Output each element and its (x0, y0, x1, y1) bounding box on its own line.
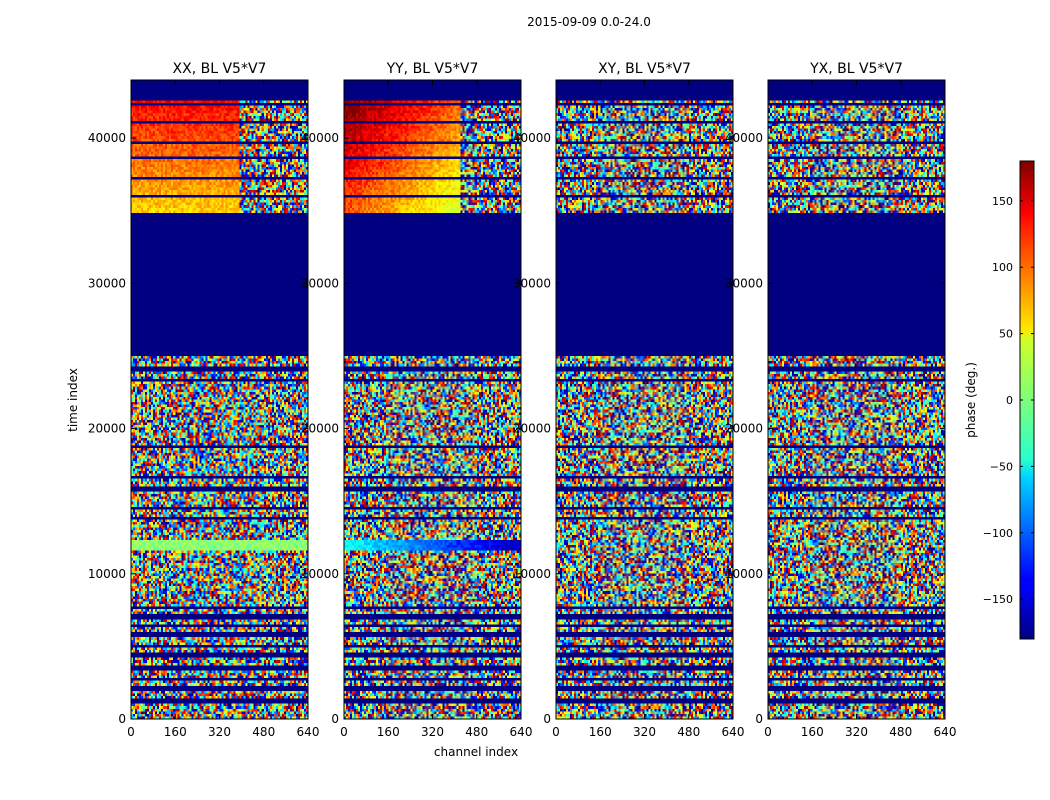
panel-1-title: XX, BL V5*V7 (173, 61, 267, 77)
panel-1: XX, BL V5*V7 0 160 320 480 640 0 10000 20000 3000… (88, 61, 320, 739)
panel-3-x-tick-label: 0 (552, 725, 560, 739)
colorbar-tick-label: 50 (999, 328, 1013, 341)
colorbar-tick-label: −150 (983, 593, 1013, 606)
panel-2: YY, BL V5*V7 0 160 320 480 640 0 10000 20000 3000… (301, 61, 533, 739)
colorbar-tick-label: −100 (983, 527, 1013, 540)
panel-4-y-tick-label: 10000 (725, 567, 763, 581)
panel-3-heatmap (556, 80, 733, 719)
panel-2-y-tick-label: 40000 (301, 131, 339, 145)
panel-2-y-tick-label: 10000 (301, 567, 339, 581)
panel-1-y-tick-label: 30000 (88, 276, 126, 290)
panel-1-x-tick-label: 640 (297, 725, 320, 739)
panel-1-x-tick-label: 160 (164, 725, 187, 739)
panel-1-heatmap (131, 80, 308, 719)
panel-4-x-tick-label: 0 (764, 725, 772, 739)
panel-4: YX, BL V5*V7 0 160 320 480 640 0 10000 20000 3000… (725, 61, 957, 739)
panel-1-y-tick-label: 10000 (88, 567, 126, 581)
panel-2-y-tick-label: 20000 (301, 422, 339, 436)
panel-3-x-tick-label: 640 (722, 725, 745, 739)
panel-3-y-tick-label: 0 (543, 712, 551, 726)
panel-4-x-tick-label: 480 (889, 725, 912, 739)
panel-4-x-tick-label: 160 (801, 725, 824, 739)
panel-4-y-tick-label: 40000 (725, 131, 763, 145)
panel-1-x-tick-label: 320 (208, 725, 231, 739)
panel-3-x-tick-label: 480 (677, 725, 700, 739)
heatmap-panels: XX, BL V5*V7 0 160 320 480 640 0 10000 20000 3000… (88, 61, 957, 739)
panel-3-y-tick-label: 20000 (513, 422, 551, 436)
panel-1-x-tick-label: 0 (127, 725, 135, 739)
y-axis-label: time index (66, 368, 80, 432)
panel-2-x-tick-label: 160 (377, 725, 400, 739)
panel-2-x-tick-label: 320 (421, 725, 444, 739)
panel-3-y-tick-label: 40000 (513, 131, 551, 145)
panel-4-y-tick-label: 0 (755, 712, 763, 726)
panel-3-y-tick-label: 30000 (513, 276, 551, 290)
panel-4-y-tick-label: 20000 (725, 422, 763, 436)
panel-2-x-tick-label: 0 (340, 725, 348, 739)
colorbar-tick-label: 0 (1006, 394, 1013, 407)
panel-4-x-tick-label: 320 (845, 725, 868, 739)
panel-4-heatmap (768, 80, 945, 719)
panel-4-y-tick-label: 30000 (725, 276, 763, 290)
figure-suptitle: 2015-09-09 0.0-24.0 (527, 15, 651, 29)
panel-2-heatmap (344, 80, 521, 719)
panel-2-x-tick-label: 480 (465, 725, 488, 739)
panel-3-x-tick-label: 320 (633, 725, 656, 739)
panel-2-title: YY, BL V5*V7 (386, 61, 479, 77)
x-axis-label: channel index (434, 745, 518, 759)
panel-1-x-tick-label: 480 (252, 725, 275, 739)
colorbar-tick-label: 100 (992, 261, 1013, 274)
panel-4-title: YX, BL V5*V7 (809, 61, 903, 77)
colorbar: −150 −100 −50 0 50 100 150 phase (deg.) (964, 160, 1035, 640)
panel-1-y-tick-label: 20000 (88, 422, 126, 436)
colorbar-ticks: −150 −100 −50 0 50 100 150 (983, 195, 1034, 606)
panel-2-y-tick-label: 30000 (301, 276, 339, 290)
colorbar-tick-label: 150 (992, 195, 1013, 208)
panel-3-x-tick-label: 160 (589, 725, 612, 739)
panel-3-y-tick-label: 10000 (513, 567, 551, 581)
colorbar-tick-label: −50 (990, 460, 1013, 473)
panel-2-x-tick-label: 640 (510, 725, 533, 739)
panel-3-title: XY, BL V5*V7 (598, 61, 691, 77)
colorbar-label: phase (deg.) (964, 362, 978, 438)
panel-1-y-tick-label: 0 (118, 712, 126, 726)
panel-4-x-tick-label: 640 (934, 725, 957, 739)
panel-3: XY, BL V5*V7 0 160 320 480 640 0 10000 20000 3000… (513, 61, 745, 739)
panel-1-y-tick-label: 40000 (88, 131, 126, 145)
panel-2-y-tick-label: 0 (331, 712, 339, 726)
